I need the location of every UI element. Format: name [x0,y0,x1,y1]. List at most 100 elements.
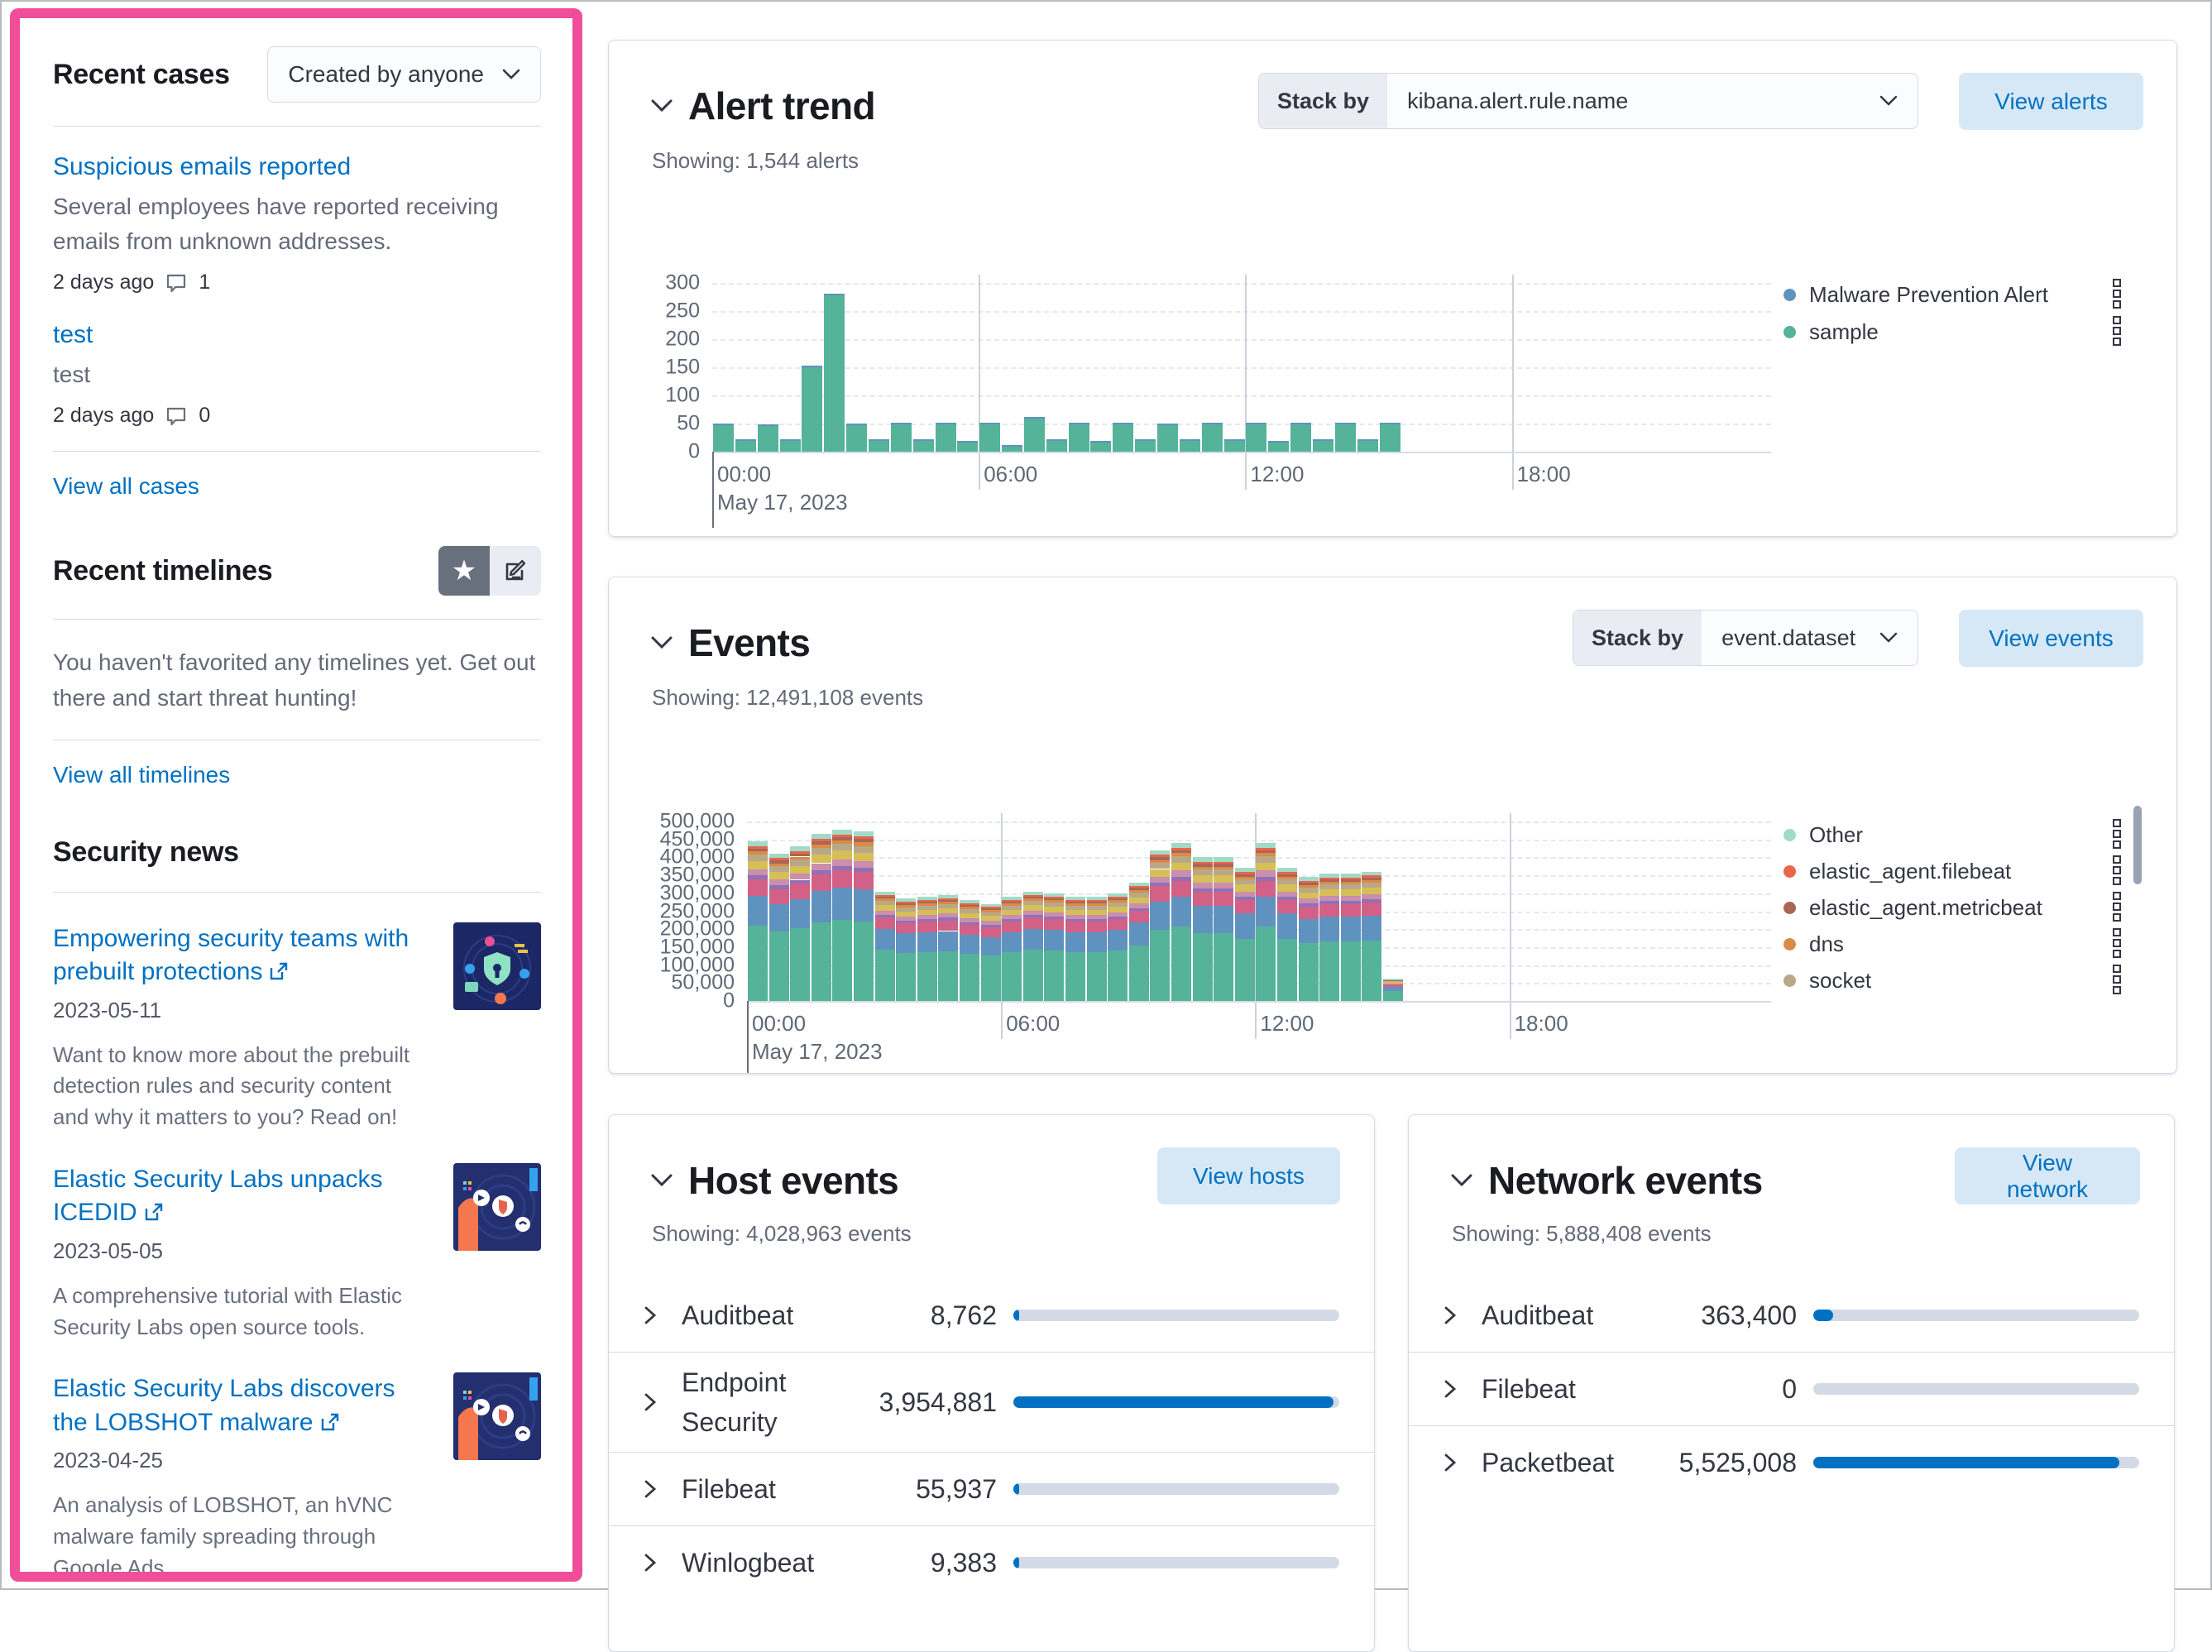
case-title-link[interactable]: test [53,321,93,348]
legend-color-dot [1783,289,1796,301]
recent-timelines-title: Recent timelines [53,554,273,587]
gridline-h [712,367,1771,369]
collapse-chevron-icon[interactable] [1450,1173,1473,1188]
boxes-vertical-icon [2113,928,2121,958]
collapse-chevron-icon[interactable] [650,635,673,650]
legend-actions-icon[interactable] [2110,279,2123,313]
chevron-down-icon [502,69,520,79]
y-axis-label: 250,000 [659,899,735,922]
y-axis-label: 300,000 [659,881,735,905]
legend-scrollbar-thumb[interactable] [2133,806,2142,884]
network-events-row: Auditbeat 363,400 [1409,1279,2174,1352]
view-alerts-button[interactable]: View alerts [1959,73,2143,130]
legend-actions-icon[interactable] [2110,316,2123,350]
news-article-text: Elastic Security Labs discovers the LOBS… [53,1372,432,1572]
alert-trend-title: Alert trend [688,84,876,127]
chevron-down-icon [1879,632,1898,643]
case-title-link[interactable]: Suspicious emails reported [53,153,352,180]
chevron-down-icon [1879,95,1898,106]
recent-cases-title: Recent cases [53,58,230,90]
legend-item[interactable]: elastic_agent.metricbeat [1783,895,2042,921]
case-description: Several employees have reported receivin… [53,194,499,254]
view-network-button[interactable]: View network [1955,1147,2140,1204]
legend-label: sample [1809,319,1879,344]
row-divider [609,1452,1374,1453]
legend-item[interactable]: Other [1783,822,1863,848]
view-hosts-button[interactable]: View hosts [1157,1147,1340,1204]
row-progress-bar [1813,1310,2139,1321]
case-item: Suspicious emails reported Several employ… [53,153,541,294]
row-count: 363,400 [1701,1300,1797,1330]
view-events-button[interactable]: View events [1959,610,2143,667]
network-events-row: Packetbeat 5,525,008 [1409,1426,2174,1499]
news-thumbnail-image [453,922,541,1010]
alert-stack-by-select[interactable]: Stack by kibana.alert.rule.name [1258,73,1918,129]
cases-filter-select[interactable]: Created by anyone [267,46,541,103]
network-events-panel: Network events Showing: 5,888,408 events… [1408,1114,2175,1652]
gridline-h [712,283,1771,285]
legend-actions-icon[interactable] [2110,928,2123,962]
boxes-vertical-icon [2113,819,2121,849]
events-stack-by-select[interactable]: Stack by event.dataset [1573,610,1918,666]
legend-item[interactable]: dns [1783,931,1844,957]
legend-actions-icon[interactable] [2110,892,2123,926]
news-article-link[interactable]: Empowering security teams with prebuilt … [53,925,409,986]
legend-item[interactable]: sample [1783,319,1879,345]
row-count: 8,762 [930,1300,997,1330]
legend-item[interactable]: socket [1783,968,1871,994]
chevron-right-icon [644,1554,657,1572]
collapse-chevron-icon[interactable] [650,98,673,113]
divider [53,451,541,452]
case-meta: 2 days ago 0 [53,404,541,428]
gridline-h [712,311,1771,313]
gridline-v [979,275,981,490]
view-all-timelines-link[interactable]: View all timelines [53,761,231,788]
row-divider [1409,1425,2174,1426]
expand-row-button[interactable] [644,1305,665,1325]
expand-row-button[interactable] [1444,1379,1465,1399]
y-axis-label: 500,000 [659,809,735,833]
expand-row-button[interactable] [644,1553,665,1573]
news-article-link[interactable]: Elastic Security Labs discovers the LOBS… [53,1375,395,1436]
news-thumbnail-image [453,1372,541,1461]
comment-count: 0 [199,404,211,427]
expand-row-button[interactable] [644,1479,665,1499]
expand-row-button[interactable] [1444,1305,1465,1325]
news-article: Elastic Security Labs unpacks ICEDID 2023… [53,1162,541,1343]
legend-actions-icon[interactable] [2110,965,2123,998]
row-label: Winlogbeat [682,1548,815,1578]
y-axis-label: 250 [665,299,700,323]
collapse-chevron-icon[interactable] [650,1173,673,1188]
alert-trend-showing: Showing: 1,544 alerts [652,148,859,173]
y-axis-label: 100 [665,383,700,407]
x-axis-line [747,1001,1771,1003]
legend-actions-icon[interactable] [2110,819,2123,853]
expand-row-button[interactable] [644,1392,665,1412]
legend-item[interactable]: elastic_agent.filebeat [1783,859,2011,884]
row-progress-bar [1013,1557,1339,1568]
external-link-icon [271,963,288,980]
legend-item[interactable]: Malware Prevention Alert [1783,282,2048,308]
news-article-text: Elastic Security Labs unpacks ICEDID 2023… [53,1163,432,1343]
row-count: 0 [1782,1373,1797,1404]
row-count: 5,525,008 [1678,1447,1797,1477]
comment-count: 1 [199,271,211,294]
host-events-row: Auditbeat 8,762 [609,1279,1374,1352]
events-showing: Showing: 12,491,108 events [652,685,924,710]
news-article-date: 2023-04-25 [53,1448,163,1473]
legend-actions-icon[interactable] [2110,855,2123,889]
legend-label: dns [1809,931,1844,956]
chevron-right-icon [644,1306,657,1324]
news-article-link[interactable]: Elastic Security Labs unpacks ICEDID [53,1166,383,1227]
view-all-cases-link[interactable]: View all cases [53,473,199,499]
favorites-filter-button[interactable]: ★ [438,546,490,596]
events-title: Events [688,621,811,664]
boxes-vertical-icon [2113,855,2121,885]
network-events-row: Filebeat 0 [1409,1353,2174,1425]
y-axis-label: 350,000 [659,863,735,887]
row-label: Filebeat [682,1474,776,1504]
edit-timeline-button[interactable] [490,546,541,596]
events-chart[interactable]: 0 50,000 100,000 150,000 200,000 250,000 300,0… [609,577,2176,1073]
expand-row-button[interactable] [1444,1453,1465,1472]
alert-trend-chart[interactable]: 0 50 100 150 200 250 300 00:00 06:00 12:00 18:00 Ma… [609,41,2176,536]
